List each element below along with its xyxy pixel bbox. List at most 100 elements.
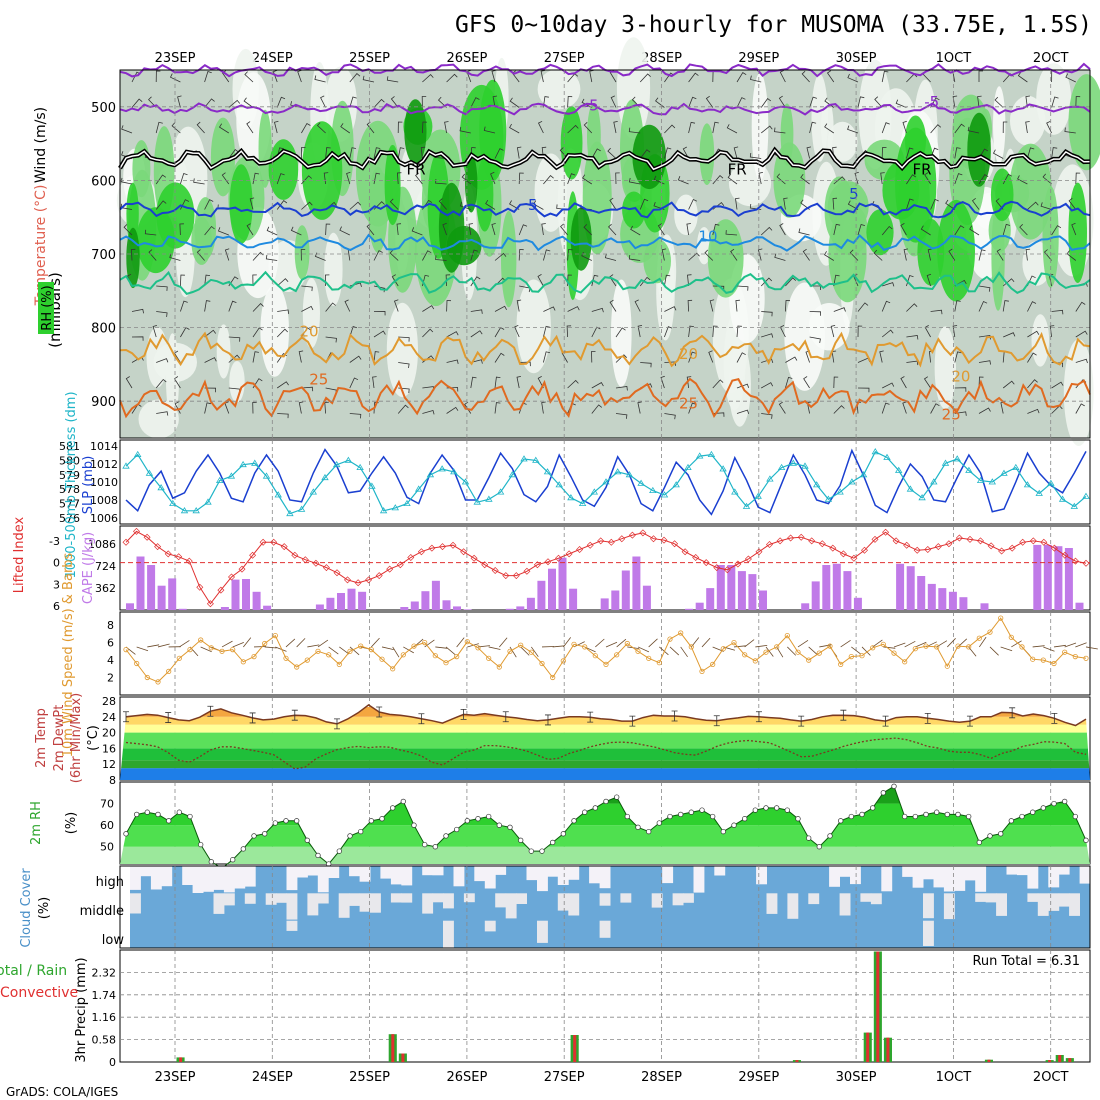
date-label-bottom: 26SEP bbox=[446, 1070, 487, 1085]
wind-speed-marker bbox=[592, 653, 598, 659]
wind-speed-marker bbox=[795, 649, 801, 655]
rh-shading bbox=[728, 342, 751, 427]
wind-barb bbox=[422, 121, 427, 134]
date-label-top: 26SEP bbox=[446, 51, 487, 66]
wind-barb bbox=[398, 362, 410, 369]
minmax-errorbar bbox=[798, 715, 805, 727]
wind-barb bbox=[301, 175, 312, 185]
pressure-tick-label: 500 bbox=[91, 101, 116, 116]
wind-barb bbox=[809, 311, 822, 316]
wind-barb bbox=[411, 227, 423, 236]
wind-speed-marker bbox=[518, 642, 524, 648]
wind-barb bbox=[396, 172, 402, 185]
cloud-cell bbox=[453, 866, 465, 887]
wind-speed-marker bbox=[859, 653, 865, 659]
cloud-cell bbox=[599, 893, 611, 906]
cape-bar bbox=[558, 557, 567, 610]
li-marker bbox=[955, 534, 963, 542]
thickness-marker bbox=[1023, 481, 1032, 488]
thickness-marker bbox=[637, 479, 645, 486]
thickness-marker bbox=[567, 494, 575, 501]
rh-shading bbox=[751, 73, 769, 181]
wind-speed-marker bbox=[688, 644, 694, 650]
wind-barb bbox=[470, 309, 483, 314]
cloud-cell bbox=[244, 893, 256, 904]
cape-bar bbox=[938, 588, 947, 610]
wind-barb bbox=[736, 352, 746, 363]
cloud-cell bbox=[568, 893, 580, 916]
wind-barb bbox=[591, 274, 599, 287]
wind-speed-marker bbox=[998, 615, 1004, 621]
thickness-tick-label: 576 bbox=[59, 512, 80, 525]
contour-label: -5 bbox=[924, 93, 939, 111]
thickness-marker bbox=[251, 459, 259, 466]
wind-barb bbox=[861, 646, 871, 656]
cloud-cell bbox=[1017, 866, 1028, 876]
li-marker bbox=[934, 543, 942, 551]
wind-barb bbox=[712, 379, 724, 389]
li-marker bbox=[407, 554, 415, 561]
cape-bar bbox=[315, 604, 324, 610]
minmax-errorbar bbox=[713, 715, 720, 727]
li-marker bbox=[797, 533, 805, 541]
wind-barb bbox=[915, 641, 927, 648]
wind-barb bbox=[1027, 330, 1040, 338]
wind-speed-marker bbox=[816, 650, 822, 656]
wind-barb bbox=[735, 299, 740, 312]
cape-bar bbox=[358, 591, 367, 610]
wind-barb bbox=[301, 386, 314, 392]
cape-bar bbox=[168, 578, 177, 610]
thickness-marker bbox=[274, 491, 282, 498]
cape-bar bbox=[526, 597, 535, 610]
wind-barb bbox=[840, 639, 851, 648]
wind-barb bbox=[581, 252, 592, 261]
wind-barb bbox=[1051, 309, 1064, 315]
cape-bar bbox=[611, 590, 620, 610]
thickness-marker bbox=[649, 486, 657, 493]
wind-barb bbox=[809, 336, 821, 343]
wind-barb bbox=[778, 401, 786, 414]
wind-barb bbox=[900, 223, 907, 236]
cape-bar bbox=[537, 580, 546, 610]
rh-marker bbox=[464, 818, 470, 824]
li-marker bbox=[333, 569, 341, 577]
wind-barb bbox=[978, 407, 991, 414]
wind-barb bbox=[169, 253, 181, 261]
wind-barb bbox=[978, 360, 991, 365]
wind-barb bbox=[349, 355, 362, 363]
wind-barb bbox=[389, 249, 399, 261]
wind-barb bbox=[180, 274, 185, 287]
wind-barb bbox=[669, 646, 680, 656]
wind-barb bbox=[847, 200, 859, 210]
wind-speed-marker bbox=[507, 648, 513, 654]
wind-barb bbox=[123, 224, 133, 236]
cloud-cell bbox=[317, 866, 329, 893]
li-marker bbox=[723, 566, 731, 574]
wind-barb bbox=[552, 645, 565, 648]
rh-marker bbox=[550, 839, 556, 846]
date-label-bottom: 30SEP bbox=[836, 1070, 877, 1085]
wind-barb bbox=[566, 325, 572, 338]
li-marker bbox=[1072, 557, 1079, 565]
wind-barb bbox=[1002, 223, 1011, 236]
rh-marker bbox=[475, 816, 481, 822]
wind-barb bbox=[516, 376, 521, 389]
wind-tick-label: 6 bbox=[107, 637, 114, 650]
rh-shading bbox=[516, 279, 551, 374]
wind-barb bbox=[567, 379, 579, 389]
li-marker bbox=[586, 541, 594, 549]
rh-tick-label: 50 bbox=[100, 841, 114, 854]
li-tick-label: 6 bbox=[53, 600, 60, 613]
rh-shading bbox=[301, 121, 343, 220]
cloud-cell bbox=[213, 893, 225, 914]
wind-barb bbox=[648, 638, 658, 648]
temp-tick-label: 8 bbox=[109, 774, 116, 787]
thickness-marker bbox=[695, 452, 704, 459]
wind-barb bbox=[757, 248, 763, 261]
wind-barb bbox=[895, 99, 907, 108]
wind-barb bbox=[906, 335, 919, 340]
thickness-marker bbox=[344, 456, 353, 463]
wind-barb bbox=[1019, 224, 1028, 236]
wind-barb bbox=[438, 198, 447, 210]
wind-barb bbox=[971, 197, 980, 210]
